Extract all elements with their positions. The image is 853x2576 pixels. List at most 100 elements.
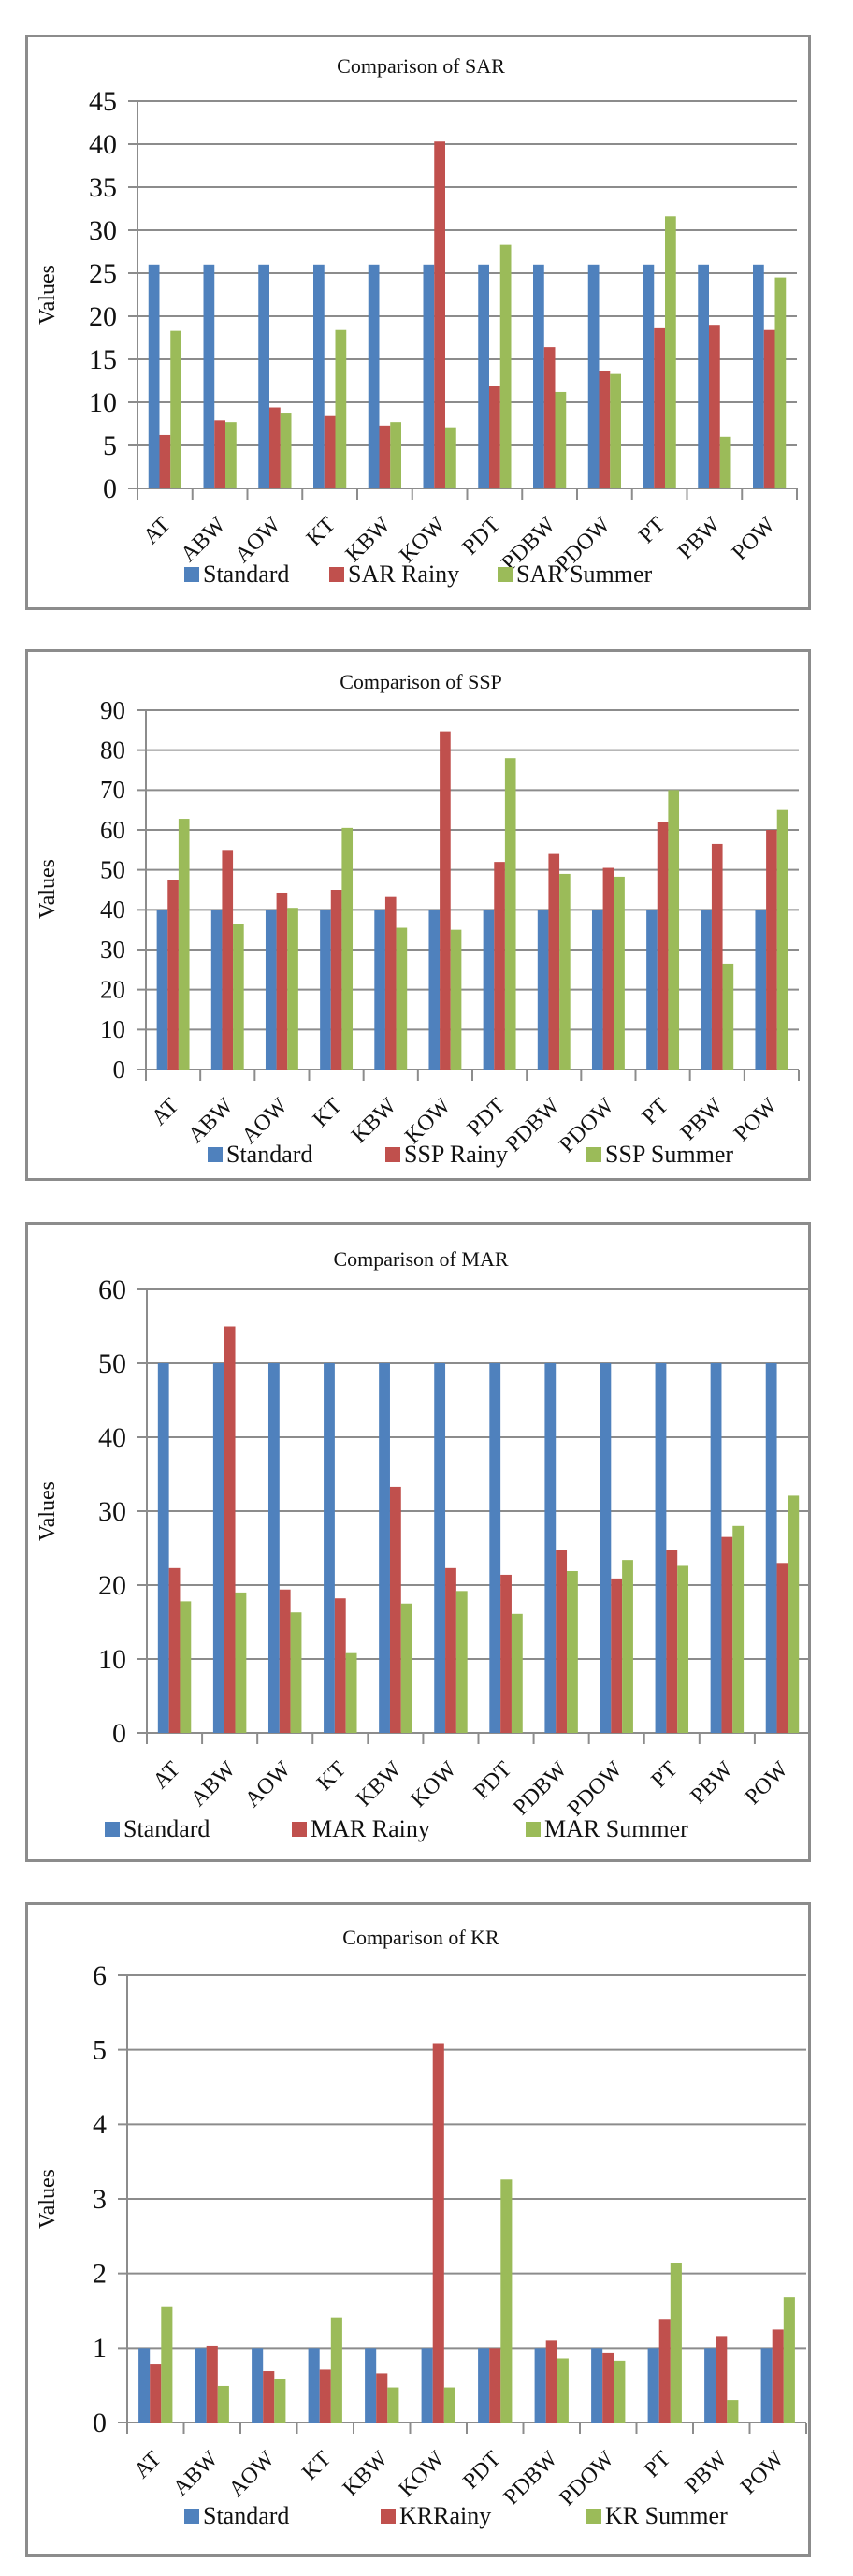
legend-label: Standard (123, 1815, 210, 1842)
bar-sar-summer-pdbw (555, 391, 567, 488)
chart-title: Comparison of MAR (334, 1247, 509, 1271)
x-tick-label: AT (147, 1094, 183, 1130)
x-tick-label: KOW (394, 2447, 449, 2502)
bar-standard-kow (423, 264, 435, 488)
y-tick-label: 60 (100, 816, 125, 844)
x-tick-label: PDT (470, 1757, 517, 1805)
bar-sar-summer-kow (445, 427, 456, 488)
bar-standard-at (156, 910, 168, 1070)
y-tick-label: 15 (89, 344, 117, 375)
bar-ssp-summer-pdow (614, 876, 625, 1070)
y-tick-label: 10 (100, 1015, 125, 1043)
bar-mar-rainy-pdt (500, 1574, 512, 1733)
bar-standard-pow (753, 264, 764, 488)
bar-ssp-rainy-abw (222, 850, 234, 1070)
bar-ssp-rainy-pdt (494, 862, 505, 1070)
bar-standard-kt (308, 2348, 320, 2423)
bar-standard-at (148, 264, 160, 488)
legend-swatch (208, 1147, 223, 1162)
bar-standard-at (157, 1363, 169, 1733)
legend-swatch (329, 567, 344, 582)
bar-ssp-summer-kow (450, 929, 462, 1070)
bar-ssp-rainy-pdow (602, 867, 614, 1070)
y-tick-label: 20 (89, 301, 117, 332)
bar-kr-summer-abw (217, 2385, 229, 2423)
bar-kr-summer-pdt (500, 2179, 513, 2423)
y-axis-label: Values (36, 1481, 60, 1541)
y-axis-label: Values (36, 2169, 60, 2229)
bar-standard-kow (434, 1363, 446, 1733)
legend-swatch (105, 1822, 120, 1837)
x-tick-label: AOW (230, 513, 285, 568)
bar-ssp-summer-kbw (396, 927, 408, 1070)
y-tick-label: 5 (93, 2035, 107, 2066)
x-tick-label: PT (646, 1757, 682, 1793)
bar-mar-summer-kt (345, 1652, 357, 1733)
bar-standard-kt (324, 1363, 335, 1733)
bar-standard-pdt (483, 910, 495, 1070)
y-axis-label: Values (36, 859, 60, 919)
bar-ssp-rainy-aow (276, 892, 288, 1070)
x-tick-label: KOW (395, 513, 450, 568)
bar-ssp-rainy-pt (657, 822, 669, 1070)
legend-label: MAR Summer (544, 1815, 688, 1842)
bar-standard-kbw (365, 2348, 377, 2423)
y-tick-label: 40 (98, 1422, 126, 1453)
bar-krrainy-pow (772, 2329, 784, 2423)
y-tick-label: 30 (98, 1496, 126, 1527)
legend-swatch (526, 1822, 541, 1837)
legend-label: SSP Rainy (404, 1141, 508, 1168)
x-tick-label: POW (741, 1757, 793, 1810)
bar-standard-kt (320, 910, 331, 1070)
y-tick-label: 30 (89, 215, 117, 246)
bar-mar-rainy-at (168, 1567, 181, 1733)
bar-mar-rainy-pdow (611, 1578, 623, 1733)
bar-mar-summer-pbw (732, 1525, 745, 1733)
bar-sar-rainy-pt (654, 327, 665, 488)
y-tick-label: 25 (89, 258, 117, 289)
y-tick-label: 0 (93, 2408, 107, 2438)
bar-kr-summer-kbw (387, 2387, 399, 2423)
bar-mar-summer-aow (290, 1612, 302, 1733)
x-tick-label: AT (139, 513, 176, 549)
bar-standard-pdbw (537, 910, 549, 1070)
legend-label: Standard (203, 2502, 289, 2529)
legend-label: SAR Summer (516, 560, 653, 588)
ssp-comparison-chart: Comparison of SSP 0 10 20 30 40 50 60 70 80 90 Valu… (25, 649, 811, 1181)
y-tick-label: 0 (113, 1055, 126, 1084)
chart-svg: Comparison of SAR 0 5 10 15 20 25 30 35 40 45 Value… (36, 54, 798, 588)
bar-mar-summer-pow (788, 1495, 800, 1733)
bar-standard-pt (655, 1363, 667, 1733)
x-tick-label: PDOW (563, 1757, 628, 1822)
bar-standard-abw (210, 910, 223, 1070)
bar-mar-rainy-abw (224, 1326, 236, 1733)
legend-swatch (381, 2509, 396, 2524)
bar-standard-pt (643, 264, 655, 488)
bar-standard-aow (265, 910, 277, 1070)
x-tick-label: PDBW (509, 1757, 572, 1821)
x-tick-label: ABW (186, 1757, 240, 1812)
y-tick-label: 80 (100, 736, 125, 764)
x-tick-label: PDBW (501, 1094, 565, 1157)
bar-krrainy-aow (263, 2371, 275, 2423)
bar-krrainy-kt (319, 2369, 331, 2423)
bar-ssp-rainy-pdbw (548, 853, 560, 1070)
bar-standard-pdt (478, 264, 489, 488)
bar-sar-summer-pdow (610, 373, 621, 488)
bar-kr-summer-aow (274, 2378, 286, 2423)
bar-sar-rainy-aow (269, 407, 281, 488)
bar-mar-rainy-kbw (389, 1486, 401, 1733)
bar-kr-summer-kt (330, 2317, 342, 2423)
y-tick-label: 20 (98, 1570, 126, 1601)
bar-kr-summer-pow (783, 2297, 795, 2423)
x-tick-label: PBW (687, 1757, 738, 1809)
bar-sar-rainy-kow (434, 141, 445, 488)
x-tick-label: POW (730, 1094, 782, 1146)
bar-mar-rainy-kow (445, 1567, 456, 1733)
bar-standard-pdt (489, 1363, 501, 1733)
y-tick-label: 4 (93, 2109, 107, 2140)
y-tick-label: 0 (112, 1718, 126, 1749)
bar-standard-aow (252, 2348, 264, 2423)
bar-sar-rainy-kbw (379, 425, 391, 488)
